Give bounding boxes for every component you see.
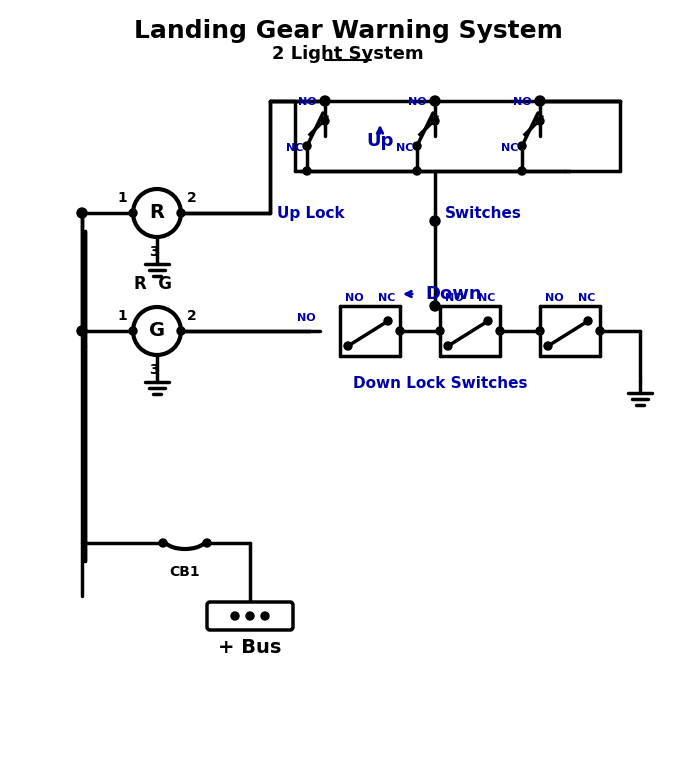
Circle shape xyxy=(430,301,440,311)
Circle shape xyxy=(231,612,239,620)
Text: NO: NO xyxy=(345,293,363,303)
Text: NC: NC xyxy=(500,143,518,153)
Circle shape xyxy=(177,209,185,217)
Circle shape xyxy=(413,167,421,175)
Text: 3: 3 xyxy=(149,245,159,259)
Text: 3: 3 xyxy=(149,363,159,377)
Circle shape xyxy=(261,612,269,620)
Text: NO: NO xyxy=(409,97,427,107)
Text: Up: Up xyxy=(366,132,394,150)
Circle shape xyxy=(159,539,167,547)
Circle shape xyxy=(246,612,254,620)
Circle shape xyxy=(518,167,526,175)
Circle shape xyxy=(320,96,330,106)
Circle shape xyxy=(77,326,87,336)
Text: 2 Light System: 2 Light System xyxy=(272,45,424,63)
Text: R: R xyxy=(150,203,164,222)
Circle shape xyxy=(536,117,544,125)
Text: Up Lock: Up Lock xyxy=(278,206,345,221)
Circle shape xyxy=(303,142,311,150)
Circle shape xyxy=(321,117,329,125)
Circle shape xyxy=(584,317,592,325)
Text: NO: NO xyxy=(445,293,464,303)
Circle shape xyxy=(431,117,439,125)
Text: NC: NC xyxy=(285,143,303,153)
Text: Landing Gear Warning System: Landing Gear Warning System xyxy=(134,19,562,43)
Text: 2: 2 xyxy=(187,191,197,205)
Circle shape xyxy=(518,142,526,150)
Text: NC: NC xyxy=(477,293,495,303)
Text: NO: NO xyxy=(299,97,317,107)
Text: 1: 1 xyxy=(117,309,127,323)
Circle shape xyxy=(384,317,392,325)
Circle shape xyxy=(177,327,185,335)
Text: Switches: Switches xyxy=(445,206,522,221)
Circle shape xyxy=(484,317,492,325)
Circle shape xyxy=(344,342,352,350)
Circle shape xyxy=(303,167,311,175)
Circle shape xyxy=(430,216,440,226)
Circle shape xyxy=(396,327,404,335)
Circle shape xyxy=(129,209,137,217)
Text: Down Lock Switches: Down Lock Switches xyxy=(353,376,528,391)
Text: 2: 2 xyxy=(187,309,197,323)
Text: CB1: CB1 xyxy=(170,565,200,579)
Circle shape xyxy=(496,327,504,335)
Text: R  G: R G xyxy=(134,275,172,293)
Circle shape xyxy=(444,342,452,350)
Circle shape xyxy=(536,327,544,335)
FancyBboxPatch shape xyxy=(207,602,293,630)
Circle shape xyxy=(430,96,440,106)
Circle shape xyxy=(413,142,421,150)
Circle shape xyxy=(544,342,552,350)
Circle shape xyxy=(535,96,545,106)
Circle shape xyxy=(596,327,604,335)
Text: G: G xyxy=(149,321,165,340)
Text: NC: NC xyxy=(578,293,595,303)
Text: + Bus: + Bus xyxy=(219,638,282,657)
Text: NC: NC xyxy=(378,293,395,303)
Text: Down: Down xyxy=(425,285,482,303)
Circle shape xyxy=(203,539,211,547)
Circle shape xyxy=(77,208,87,218)
Circle shape xyxy=(129,327,137,335)
Text: NO: NO xyxy=(514,97,532,107)
Text: 1: 1 xyxy=(117,191,127,205)
Text: NO: NO xyxy=(545,293,564,303)
Text: NO: NO xyxy=(297,313,316,323)
Circle shape xyxy=(436,327,444,335)
Text: NC: NC xyxy=(395,143,413,153)
